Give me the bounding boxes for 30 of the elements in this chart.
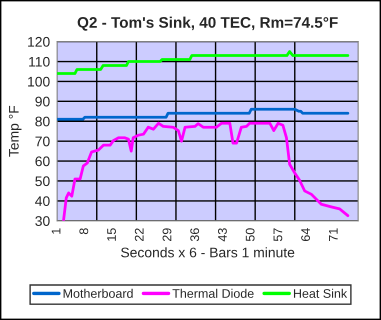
x-tick-label: 1 xyxy=(52,228,60,234)
legend-label: Heat Sink xyxy=(294,288,348,298)
x-axis-title: Seconds x 6 - Bars 1 minute xyxy=(121,247,294,258)
y-tick-label: 70 xyxy=(35,136,50,146)
y-tick-label: 50 xyxy=(35,176,50,186)
x-tick-label: 64 xyxy=(301,228,310,242)
line-series xyxy=(62,122,350,221)
y-tick-label: 110 xyxy=(29,56,50,67)
y-tick-label: 90 xyxy=(35,96,50,107)
x-tick-label: 43 xyxy=(218,228,227,242)
y-tick-label: 120 xyxy=(28,36,50,47)
legend-label: Motherboard xyxy=(64,288,133,298)
x-tick-label: 57 xyxy=(274,228,282,242)
x-tick-label: 8 xyxy=(79,228,88,234)
y-axis-title: Temp °F xyxy=(8,106,22,157)
x-tick-label: 50 xyxy=(246,228,255,242)
y-tick-label: 80 xyxy=(35,116,50,126)
legend-label: Thermal Diode xyxy=(172,288,254,298)
y-tick-label: 60 xyxy=(35,156,50,166)
x-tick-label: 22 xyxy=(134,228,144,242)
y-tick-label: 100 xyxy=(28,76,50,87)
line-series xyxy=(57,108,350,121)
x-tick-label: 15 xyxy=(107,228,116,241)
y-tick-label: 30 xyxy=(35,216,50,226)
x-tick-label: 71 xyxy=(329,228,338,242)
y-tick-label: 40 xyxy=(35,196,50,206)
x-tick-label: 29 xyxy=(162,228,172,242)
chart-title: Q2 - Tom's Sink, 40 TEC, Rm=74.5°F xyxy=(78,16,338,31)
line-series xyxy=(57,50,350,75)
x-tick-label: 36 xyxy=(190,228,200,242)
